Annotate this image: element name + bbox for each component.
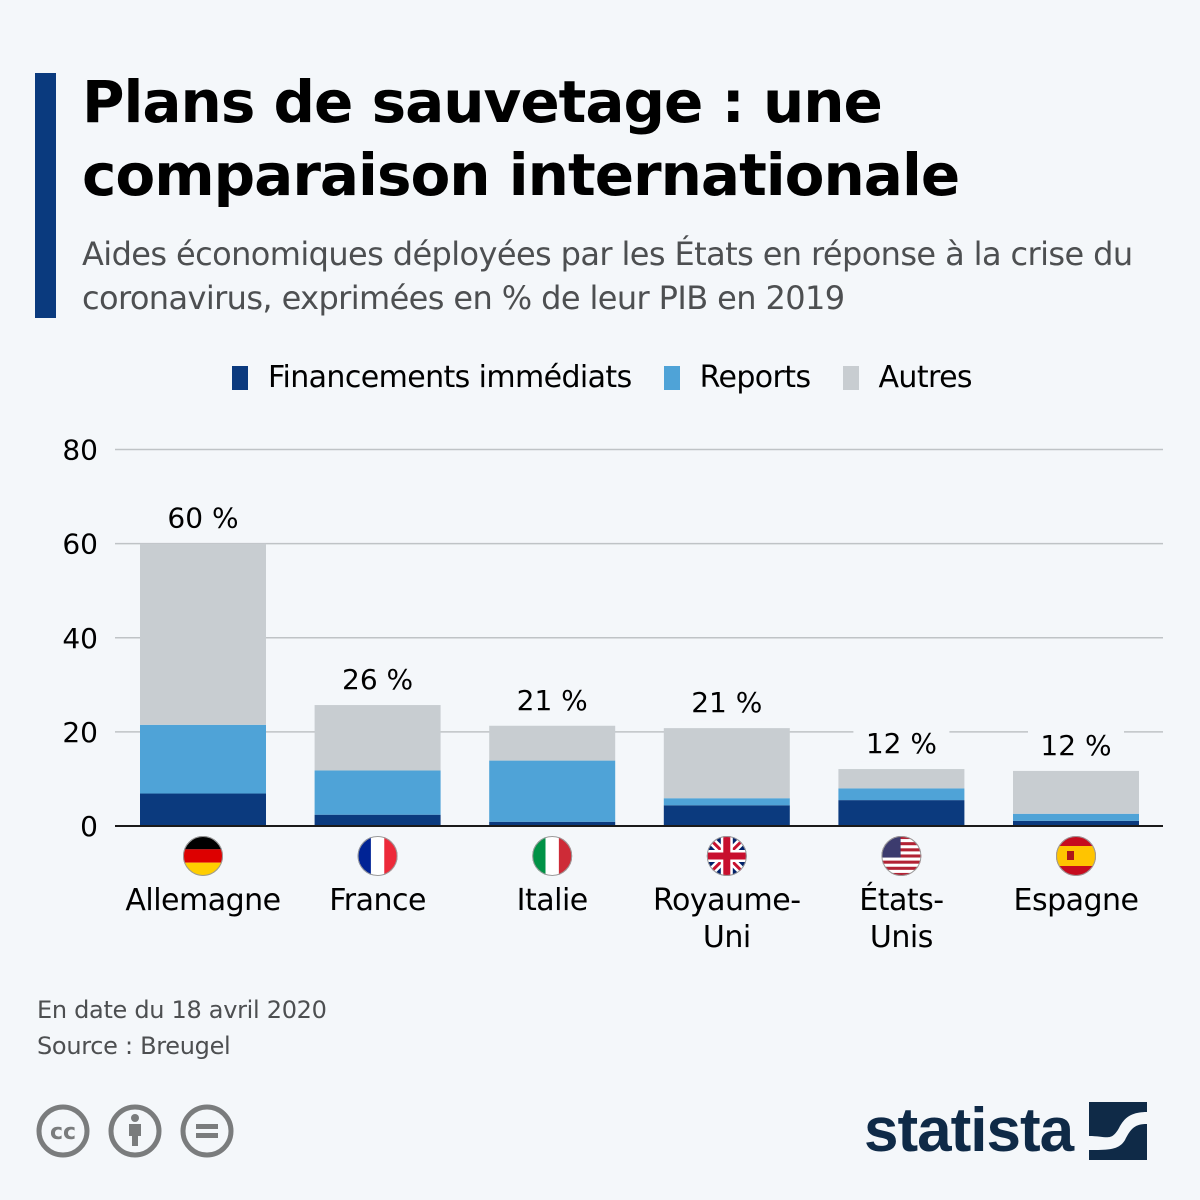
x-tick-label: Uni — [703, 920, 751, 955]
total-value-label: 21 % — [691, 686, 762, 719]
label-mask — [504, 679, 601, 718]
bar-segment-reports — [140, 724, 266, 794]
flag-france-icon — [357, 836, 398, 876]
footer: En date du 18 avril 2020 Source : Breuge… — [37, 992, 327, 1064]
bar-segment-immediate — [663, 805, 790, 826]
statista-wordmark: statista — [864, 1096, 1074, 1165]
bar-segment-reports — [489, 760, 616, 822]
grid-layer: 0 20 40 60 80 — [62, 434, 1163, 843]
legend: Financements immédiats Reports Autres — [0, 360, 1200, 395]
flag-usa-icon — [881, 836, 922, 876]
cc-icon[interactable]: cc — [36, 1104, 90, 1158]
y-tick-label: 20 — [62, 716, 98, 749]
legend-item-others: Autres — [842, 360, 973, 395]
total-value-label: 26 % — [342, 663, 413, 696]
legend-label-others: Autres — [878, 360, 973, 395]
attribution-icon[interactable] — [108, 1104, 162, 1158]
bar-segment-immediate — [1013, 820, 1139, 826]
flag-uk-icon — [706, 836, 747, 876]
y-tick-label: 60 — [62, 528, 98, 561]
bar-segment-others — [663, 728, 790, 799]
legend-item-reports: Reports — [663, 360, 811, 395]
statista-logo-icon — [1089, 1102, 1148, 1160]
flag-italy-icon — [532, 836, 573, 876]
bar-segment-immediate — [489, 821, 616, 826]
chart-subtitle: Aides économiques déployées par les État… — [82, 235, 1133, 317]
x-labels-layer: Allemagne France Italie Royaume-Uni États-Un… — [125, 882, 1139, 955]
x-tick-label: Italie — [517, 883, 588, 918]
bar-segment-immediate — [140, 793, 266, 826]
bar-segment-immediate — [838, 800, 965, 826]
total-value-label: 21 % — [517, 684, 588, 717]
bar-segment-others — [489, 725, 616, 761]
label-mask — [853, 723, 950, 762]
legend-item-immediate: Financements immédiats — [232, 360, 632, 395]
bar-segment-others — [140, 543, 266, 725]
bar-segment-reports — [838, 788, 965, 801]
y-tick-label: 80 — [62, 434, 98, 467]
x-tick-label: États- — [859, 882, 943, 918]
no-derivatives-icon[interactable] — [180, 1104, 234, 1158]
x-tick-label: Espagne — [1013, 883, 1138, 918]
flag-spain-icon — [1056, 836, 1096, 876]
bar-segment-reports — [314, 770, 441, 815]
legend-swatch-others — [842, 365, 859, 390]
label-mask — [155, 497, 251, 536]
accent-bar — [35, 73, 56, 318]
label-mask — [1028, 724, 1124, 763]
statista-logo[interactable]: statista — [864, 1096, 1148, 1165]
label-mask — [329, 659, 426, 698]
bar-segment-reports — [663, 798, 790, 806]
legend-swatch-reports — [663, 365, 680, 390]
license-icons: cc — [36, 1104, 252, 1158]
total-value-label: 12 % — [1040, 729, 1111, 762]
source-note: Source : Breugel — [37, 1032, 231, 1060]
bar-segment-others — [314, 705, 441, 771]
bar-segment-reports — [1013, 813, 1139, 821]
total-value-label: 12 % — [866, 727, 937, 760]
legend-label-reports: Reports — [699, 360, 811, 395]
label-mask — [678, 682, 775, 721]
labels-layer: 60 % 26 % 21 % 21 % 12 % 12 % — [155, 497, 1124, 763]
x-tick-label: Allemagne — [125, 883, 280, 918]
flags-layer — [183, 836, 1096, 876]
y-tick-label: 40 — [62, 622, 98, 655]
chart-title: Plans de sauvetage : une comparaison int… — [82, 68, 960, 209]
bar-segment-immediate — [314, 814, 441, 826]
legend-label-immediate: Financements immédiats — [268, 360, 632, 395]
flag-germany-icon — [183, 836, 223, 876]
x-tick-label: Unis — [870, 920, 933, 955]
x-tick-label: Royaume- — [653, 883, 801, 918]
bar-segment-others — [838, 769, 965, 789]
svg-text:cc: cc — [50, 1120, 76, 1145]
bars-layer — [115, 543, 1163, 827]
y-tick-label: 0 — [80, 810, 98, 843]
bar-segment-others — [1013, 770, 1139, 814]
legend-swatch-immediate — [232, 365, 249, 390]
date-note: En date du 18 avril 2020 — [37, 996, 327, 1024]
x-tick-label: France — [329, 883, 426, 918]
total-value-label: 60 % — [167, 502, 238, 535]
